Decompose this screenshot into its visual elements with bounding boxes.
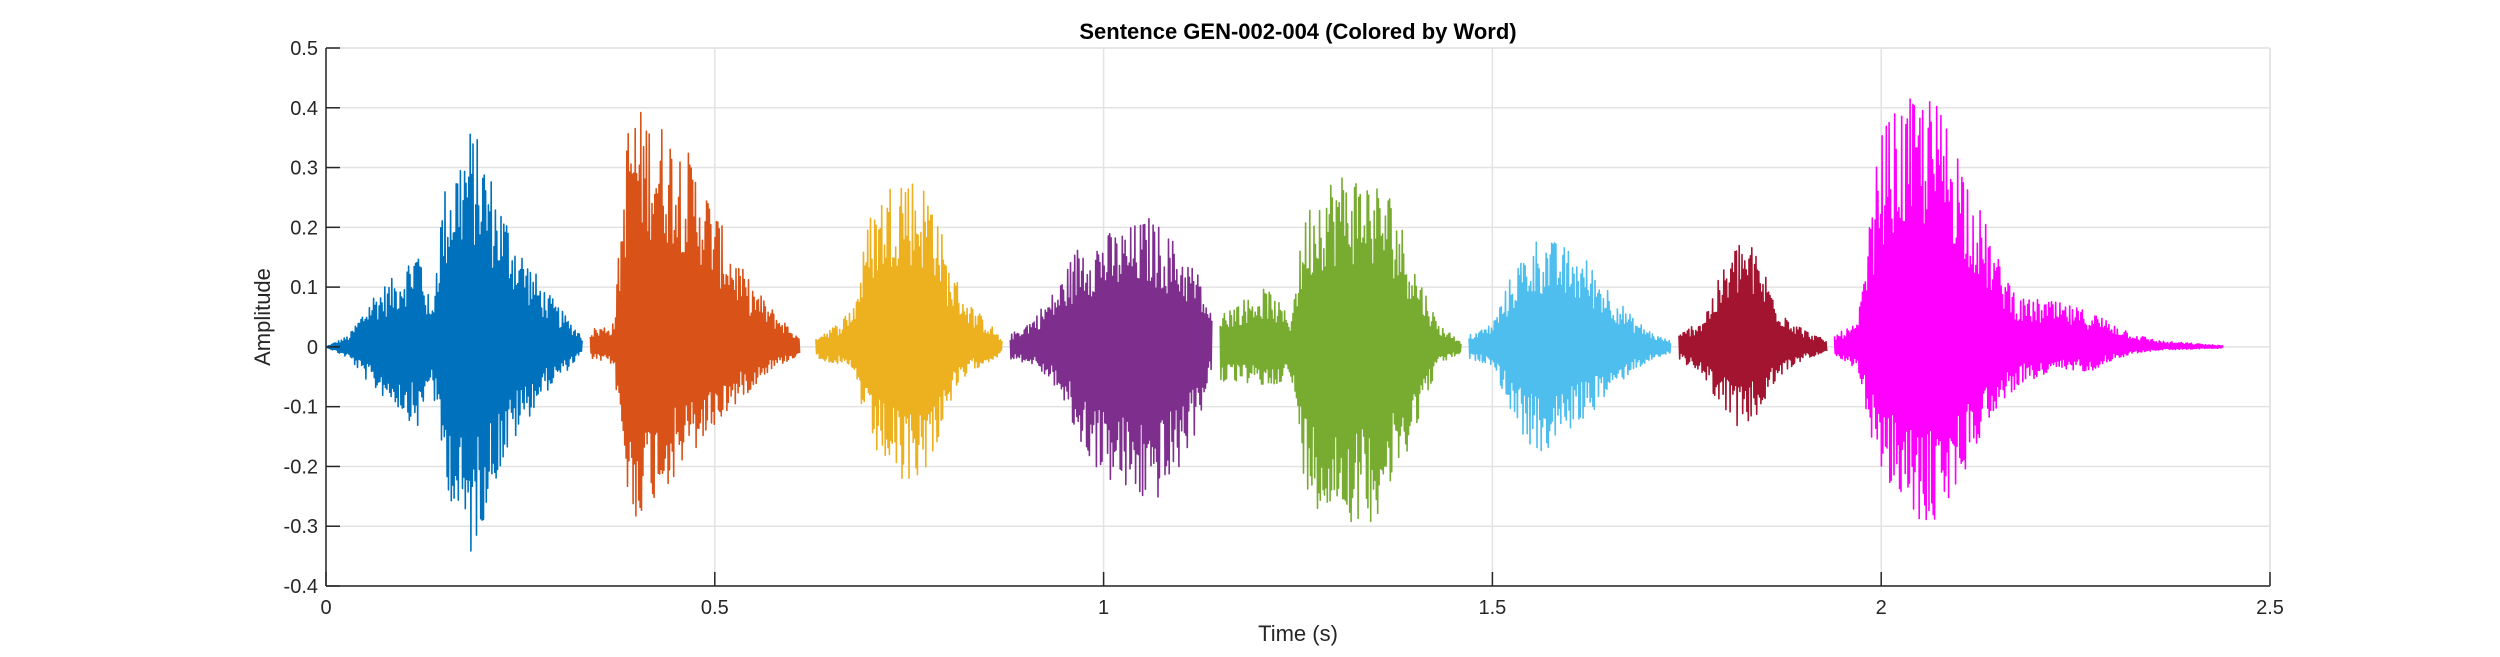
waveform-trace [1219,177,1462,523]
x-tick-label: 2 [1876,597,1887,619]
waveform-trace [815,183,1003,479]
axis-layer [325,47,2271,587]
series-5 [1219,177,1462,523]
y-tick-label: 0.1 [290,277,318,299]
y-tick-label: 0.4 [290,98,318,120]
chart-title: Sentence GEN-002-004 (Colored by Word) [1079,19,1516,44]
waveform-trace [1009,217,1213,498]
x-axis-label: Time (s) [1258,621,1338,646]
series-8 [1833,98,2224,521]
x-tick-label: 2.5 [2256,597,2284,619]
waveform-trace [1468,241,1672,452]
series-layer [325,98,2224,552]
series-7 [1678,244,1828,427]
series-4 [1009,217,1213,498]
series-3 [815,183,1003,479]
series-1 [325,133,583,552]
y-tick-label: -0.2 [284,456,318,478]
x-tick-label: 0.5 [701,597,729,619]
y-tick-label: -0.4 [284,576,318,598]
waveform-trace [1833,98,2224,521]
y-tick-label: 0.2 [290,217,318,239]
y-axis-label: Amplitude [250,268,275,366]
y-tick-label: 0 [307,337,318,359]
y-tick-label: 0.5 [290,38,318,60]
waveform-trace [325,133,583,552]
x-tick-label: 0 [320,597,331,619]
tick-label-layer: 0 0.5 1 1.5 2 2.5 0.5 0.4 0.3 0.2 0.1 0 -0.1 -0.2 -0.3… [284,38,2284,619]
y-tick-label: 0.3 [290,158,318,180]
x-tick-label: 1 [1098,597,1109,619]
series-2 [589,111,801,517]
waveform-trace [1678,244,1828,427]
waveform-trace [589,111,801,517]
x-tick-label: 1.5 [1478,597,1506,619]
y-tick-label: -0.1 [284,397,318,419]
y-tick-label: -0.3 [284,516,318,538]
series-6 [1468,241,1672,452]
